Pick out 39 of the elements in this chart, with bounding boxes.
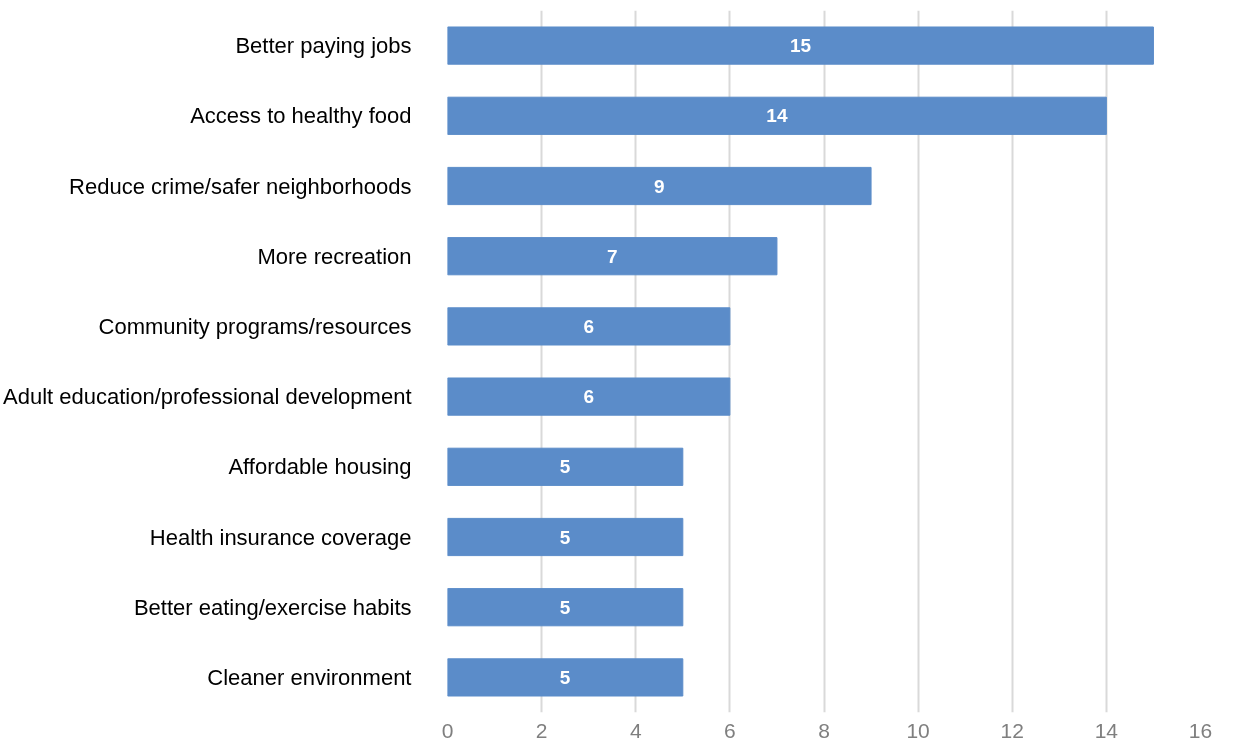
data-label: 15 — [789, 35, 812, 57]
bar — [447, 26, 1154, 65]
x-tick-label: 8 — [818, 718, 830, 742]
x-tick-label: 10 — [906, 718, 930, 742]
data-label: 5 — [559, 526, 571, 548]
bar — [447, 237, 778, 276]
bar — [447, 377, 731, 416]
y-tick-label: Cleaner environment — [207, 664, 412, 690]
y-tick-label: Better eating/exercise habits — [133, 594, 412, 620]
bar — [447, 307, 731, 346]
data-label: 7 — [606, 245, 618, 267]
y-tick-label: Better paying jobs — [235, 33, 412, 59]
bar — [447, 447, 684, 486]
data-label: 5 — [559, 666, 571, 688]
data-label: 6 — [583, 315, 594, 337]
x-tick-label: 14 — [1094, 718, 1119, 742]
data-label: 5 — [559, 596, 571, 618]
x-tick-label: 2 — [535, 718, 548, 742]
y-tick-label: Community programs/resources — [98, 313, 412, 339]
bar — [447, 517, 684, 557]
y-tick-label: More recreation — [257, 243, 412, 269]
bar — [447, 658, 684, 697]
bar — [447, 588, 684, 627]
y-tick-label: Reduce crime/safer neighborhoods — [69, 173, 412, 199]
x-tick-label: 16 — [1188, 718, 1213, 742]
x-tick-label: 12 — [1000, 718, 1024, 742]
data-label: 9 — [654, 175, 665, 197]
y-tick-label: Access to healthy food — [190, 103, 412, 129]
data-label: 6 — [583, 386, 594, 408]
y-tick-label: Health insurance coverage — [149, 524, 412, 550]
y-tick-label: Adult education/professional development — [3, 384, 412, 410]
data-label: 5 — [559, 456, 571, 478]
y-tick-label: Affordable housing — [228, 454, 412, 480]
x-tick-label: 0 — [441, 718, 454, 742]
x-tick-label: 4 — [629, 718, 642, 742]
bar — [447, 96, 1107, 135]
data-label: 14 — [766, 105, 788, 127]
x-tick-label: 6 — [724, 718, 736, 742]
bar — [447, 166, 872, 206]
